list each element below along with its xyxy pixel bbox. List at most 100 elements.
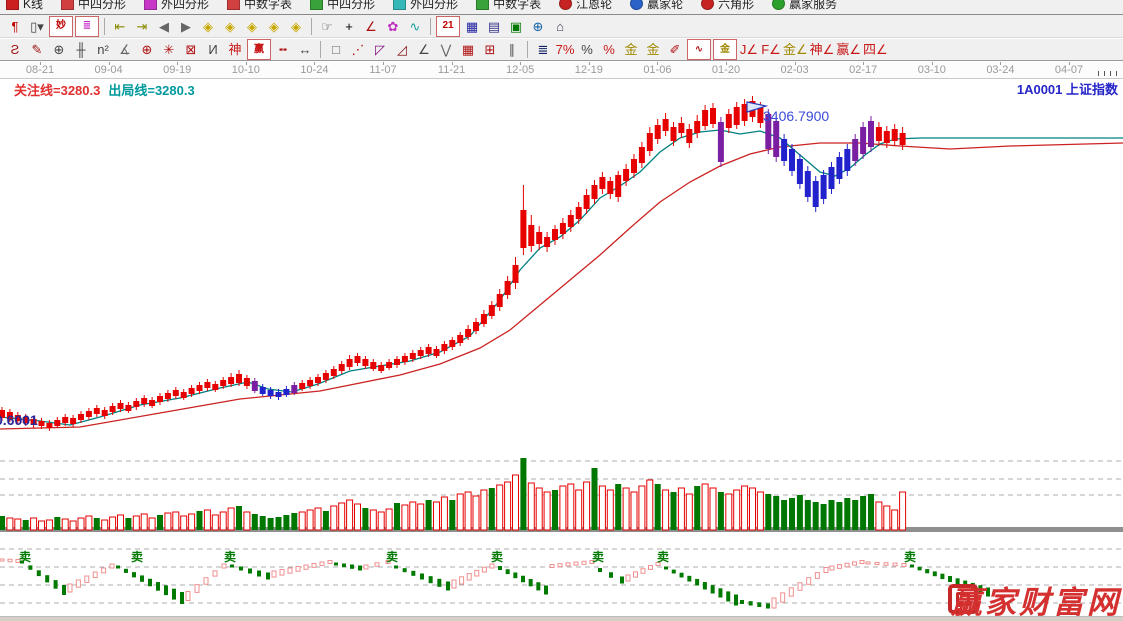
date-label: 11-07 [369,64,397,76]
date-tick [726,62,727,65]
j-angle-icon[interactable]: J∠ [739,42,759,57]
n-wave-icon[interactable]: И [208,42,218,57]
chip-distribution-icon[interactable]: 妙 [49,15,73,37]
toolbar-separator [104,17,105,35]
notes-icon[interactable]: ▤ [487,18,501,34]
shen-angle-icon[interactable]: 神∠ [809,42,835,57]
toolbar-separator [527,41,528,58]
number-table2-menu-item[interactable]: 中数字表 [476,0,541,12]
rect-tool-icon[interactable]: □ [332,42,340,57]
f-angle-icon[interactable]: F∠ [761,42,781,57]
outer-quad2-menu-item[interactable]: 外四分形 [393,0,458,12]
gann-wheel-icon [559,0,573,10]
stats-list-icon[interactable]: ≣ [537,42,549,57]
calendar-icon[interactable]: 21 [436,15,460,37]
date-tick [520,62,522,65]
last-bar-icon[interactable]: ⇥ [136,18,148,34]
inner-quad2-menu-item[interactable]: 中四分形 [310,0,375,12]
ying-tool-icon[interactable]: 赢 [247,39,271,60]
percent-icon[interactable]: % [581,42,593,57]
angle-rays-icon[interactable]: ∠ [418,42,430,57]
zoom-all-icon[interactable]: ◈ [291,18,301,34]
ruler-icon[interactable]: ╍ [279,42,287,57]
inner-quad-menu-item[interactable]: 中四分形 [61,0,126,12]
fan-lines-icon[interactable]: ⋰ [351,42,365,57]
change-percent-icon[interactable]: 7% [555,42,575,57]
date-label: 11-21 [437,64,466,76]
zoom-right-icon[interactable]: ◈ [225,18,235,34]
gann-wheel-menu-item[interactable]: 江恩轮 [559,0,612,12]
time-cycle-icon[interactable]: ⊕ [53,42,65,57]
zoom-left-icon[interactable]: ◈ [203,18,213,34]
kline-menu-item-label: K线 [23,0,44,11]
gold-angle-icon[interactable]: 金∠ [783,42,808,57]
four-angle-icon[interactable]: 四∠ [862,42,888,57]
grid-arrow-icon[interactable]: ⊞ [484,42,496,57]
export-web-icon[interactable]: ⊕ [532,18,544,34]
crosshair-icon[interactable]: + [345,18,353,34]
next-bar-icon[interactable]: ▶ [181,18,191,34]
volume-layer [0,458,907,531]
gold-box-icon[interactable]: 金 [713,39,737,60]
first-bar-icon[interactable]: ⇤ [114,18,126,34]
date-label: 09-04 [94,64,123,76]
zoom-horizontal-icon[interactable]: ◈ [247,18,257,34]
tick-lines-icon[interactable]: ╫ [76,42,86,57]
outer-quad-menu-item[interactable]: 外四分形 [144,0,209,12]
number-table-menu-item-label: 中数字表 [244,0,293,11]
service-icon [772,0,786,10]
wave-box-icon[interactable]: ∿ [687,39,711,60]
golden-spiral-icon[interactable]: Ƨ [10,42,20,57]
date-tick [314,62,316,65]
winner-wheel-menu-item[interactable]: 赢家轮 [630,0,683,12]
print-icon[interactable]: ⌂ [556,18,564,34]
date-label: 02-03 [780,64,809,76]
toolbar-separator [311,17,312,35]
pan-hand-icon[interactable]: ☞ [321,18,333,34]
date-tick [383,62,384,65]
ying-angle-icon[interactable]: 赢∠ [836,42,861,57]
fan-box-icon[interactable]: ◸ [375,42,385,57]
gann-circle-icon[interactable]: ⊕ [141,42,153,57]
axis-corner-tick [1098,71,1099,76]
save-icon[interactable]: ▣ [509,18,523,34]
date-tick [40,62,41,65]
date-tick [588,62,590,65]
volume-profile-icon[interactable]: ≣ [75,15,99,37]
gold-lines-icon[interactable]: 金 [646,42,660,57]
date-label: 02-17 [849,64,878,76]
gann-angle-icon[interactable]: ∡ [119,42,131,57]
calculator-icon[interactable]: ▦ [465,18,479,34]
axis-corner-tick [1110,71,1111,76]
date-label: 01-20 [711,64,741,76]
shen-tool-icon[interactable]: 神 [228,42,242,57]
candle-pen-icon[interactable]: ✐ [669,42,681,57]
hexagon-menu-item[interactable]: 六角形 [701,0,754,12]
gann-box-icon[interactable]: ⊠ [185,42,197,57]
kline-period-icon[interactable]: ¶ [11,18,19,34]
kline-menu-item[interactable]: K线 [6,0,43,12]
date-tick [451,62,453,65]
fan-box-dark-icon[interactable]: ◿ [397,42,407,57]
star-burst-icon[interactable]: ✳ [163,42,175,57]
percent-line-icon[interactable]: % [603,42,615,57]
parallel-lines-icon[interactable]: ∥ [508,42,516,57]
number-table-menu-item[interactable]: 中数字表 [227,0,292,12]
candle-type-icon[interactable]: ▯▾ [30,18,44,34]
angle-flag-icon[interactable]: ∠ [365,18,377,34]
gann-tool-icon[interactable]: ✿ [387,18,399,34]
prev-bar-icon[interactable]: ◀ [159,18,169,34]
width-measure-icon[interactable]: ↔ [298,42,312,57]
zoom-diagonal-icon[interactable]: ◈ [269,18,279,34]
winner-service-menu-item[interactable]: 赢家服务 [772,0,837,12]
date-label: 03-24 [986,64,1015,76]
date-label: 10-24 [300,64,329,76]
wave-v-icon[interactable]: ⋁ [440,42,452,57]
gold-circle-icon[interactable]: 金 [624,42,638,57]
n-square-icon[interactable]: n² [97,42,109,57]
grid-icon[interactable]: ▦ [461,42,475,57]
date-axis[interactable]: 08-21 09-04 09-19 10-10 10-24 11-07 11-21 12-05… [0,62,1123,79]
wave-brain-icon[interactable]: ∿ [409,18,421,34]
draw-pen-icon[interactable]: ✎ [31,42,43,57]
